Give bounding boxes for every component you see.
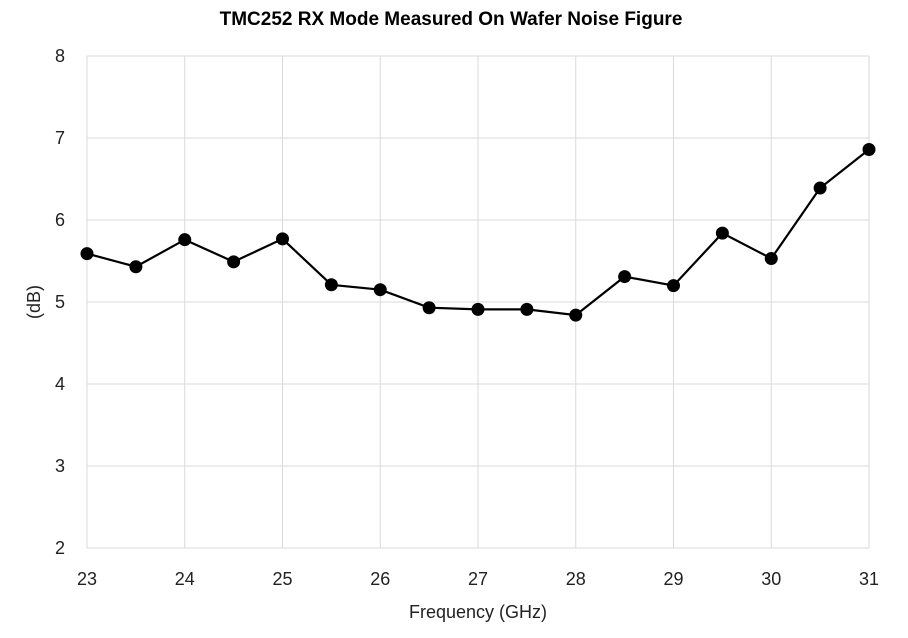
data-point [667, 279, 680, 293]
x-tick-label: 24 [175, 569, 195, 589]
data-point [520, 302, 534, 316]
x-tick-label: 25 [272, 569, 292, 589]
grid [86, 55, 870, 549]
x-tick-label: 29 [663, 569, 683, 589]
y-tick-label: 6 [55, 210, 65, 230]
data-point [862, 142, 876, 156]
y-tick-label: 7 [55, 128, 65, 148]
data-point [764, 252, 778, 266]
data-point [227, 255, 241, 269]
data-point [422, 301, 436, 315]
x-tick-label: 31 [859, 569, 879, 589]
y-tick-label: 8 [55, 46, 65, 66]
x-axis-ticks: 23 24 25 26 27 28 29 30 31 [77, 569, 879, 589]
chart-title: TMC252 RX Mode Measured On Wafer Noise F… [220, 9, 683, 30]
data-point [80, 247, 94, 261]
y-tick-label: 3 [55, 456, 65, 476]
y-axis-ticks: 2 3 4 5 6 7 8 [55, 46, 65, 558]
data-point [129, 260, 143, 274]
x-tick-label: 26 [370, 569, 390, 589]
data-point [618, 270, 632, 284]
data-point [471, 302, 485, 316]
data-point [813, 181, 827, 195]
data-point [178, 233, 192, 247]
data-points [80, 142, 876, 322]
x-axis-label: Frequency (GHz) [409, 602, 547, 622]
x-tick-label: 28 [566, 569, 586, 589]
data-point [569, 308, 583, 322]
data-point [276, 232, 289, 246]
data-point [715, 226, 729, 240]
y-tick-label: 4 [55, 374, 65, 394]
x-tick-label: 30 [761, 569, 781, 589]
y-axis-label: (dB) [24, 285, 44, 319]
y-tick-label: 2 [55, 538, 65, 558]
data-point [373, 283, 387, 297]
data-point [324, 278, 338, 292]
x-tick-label: 27 [468, 569, 488, 589]
y-tick-label: 5 [55, 292, 65, 312]
x-tick-label: 23 [77, 569, 97, 589]
